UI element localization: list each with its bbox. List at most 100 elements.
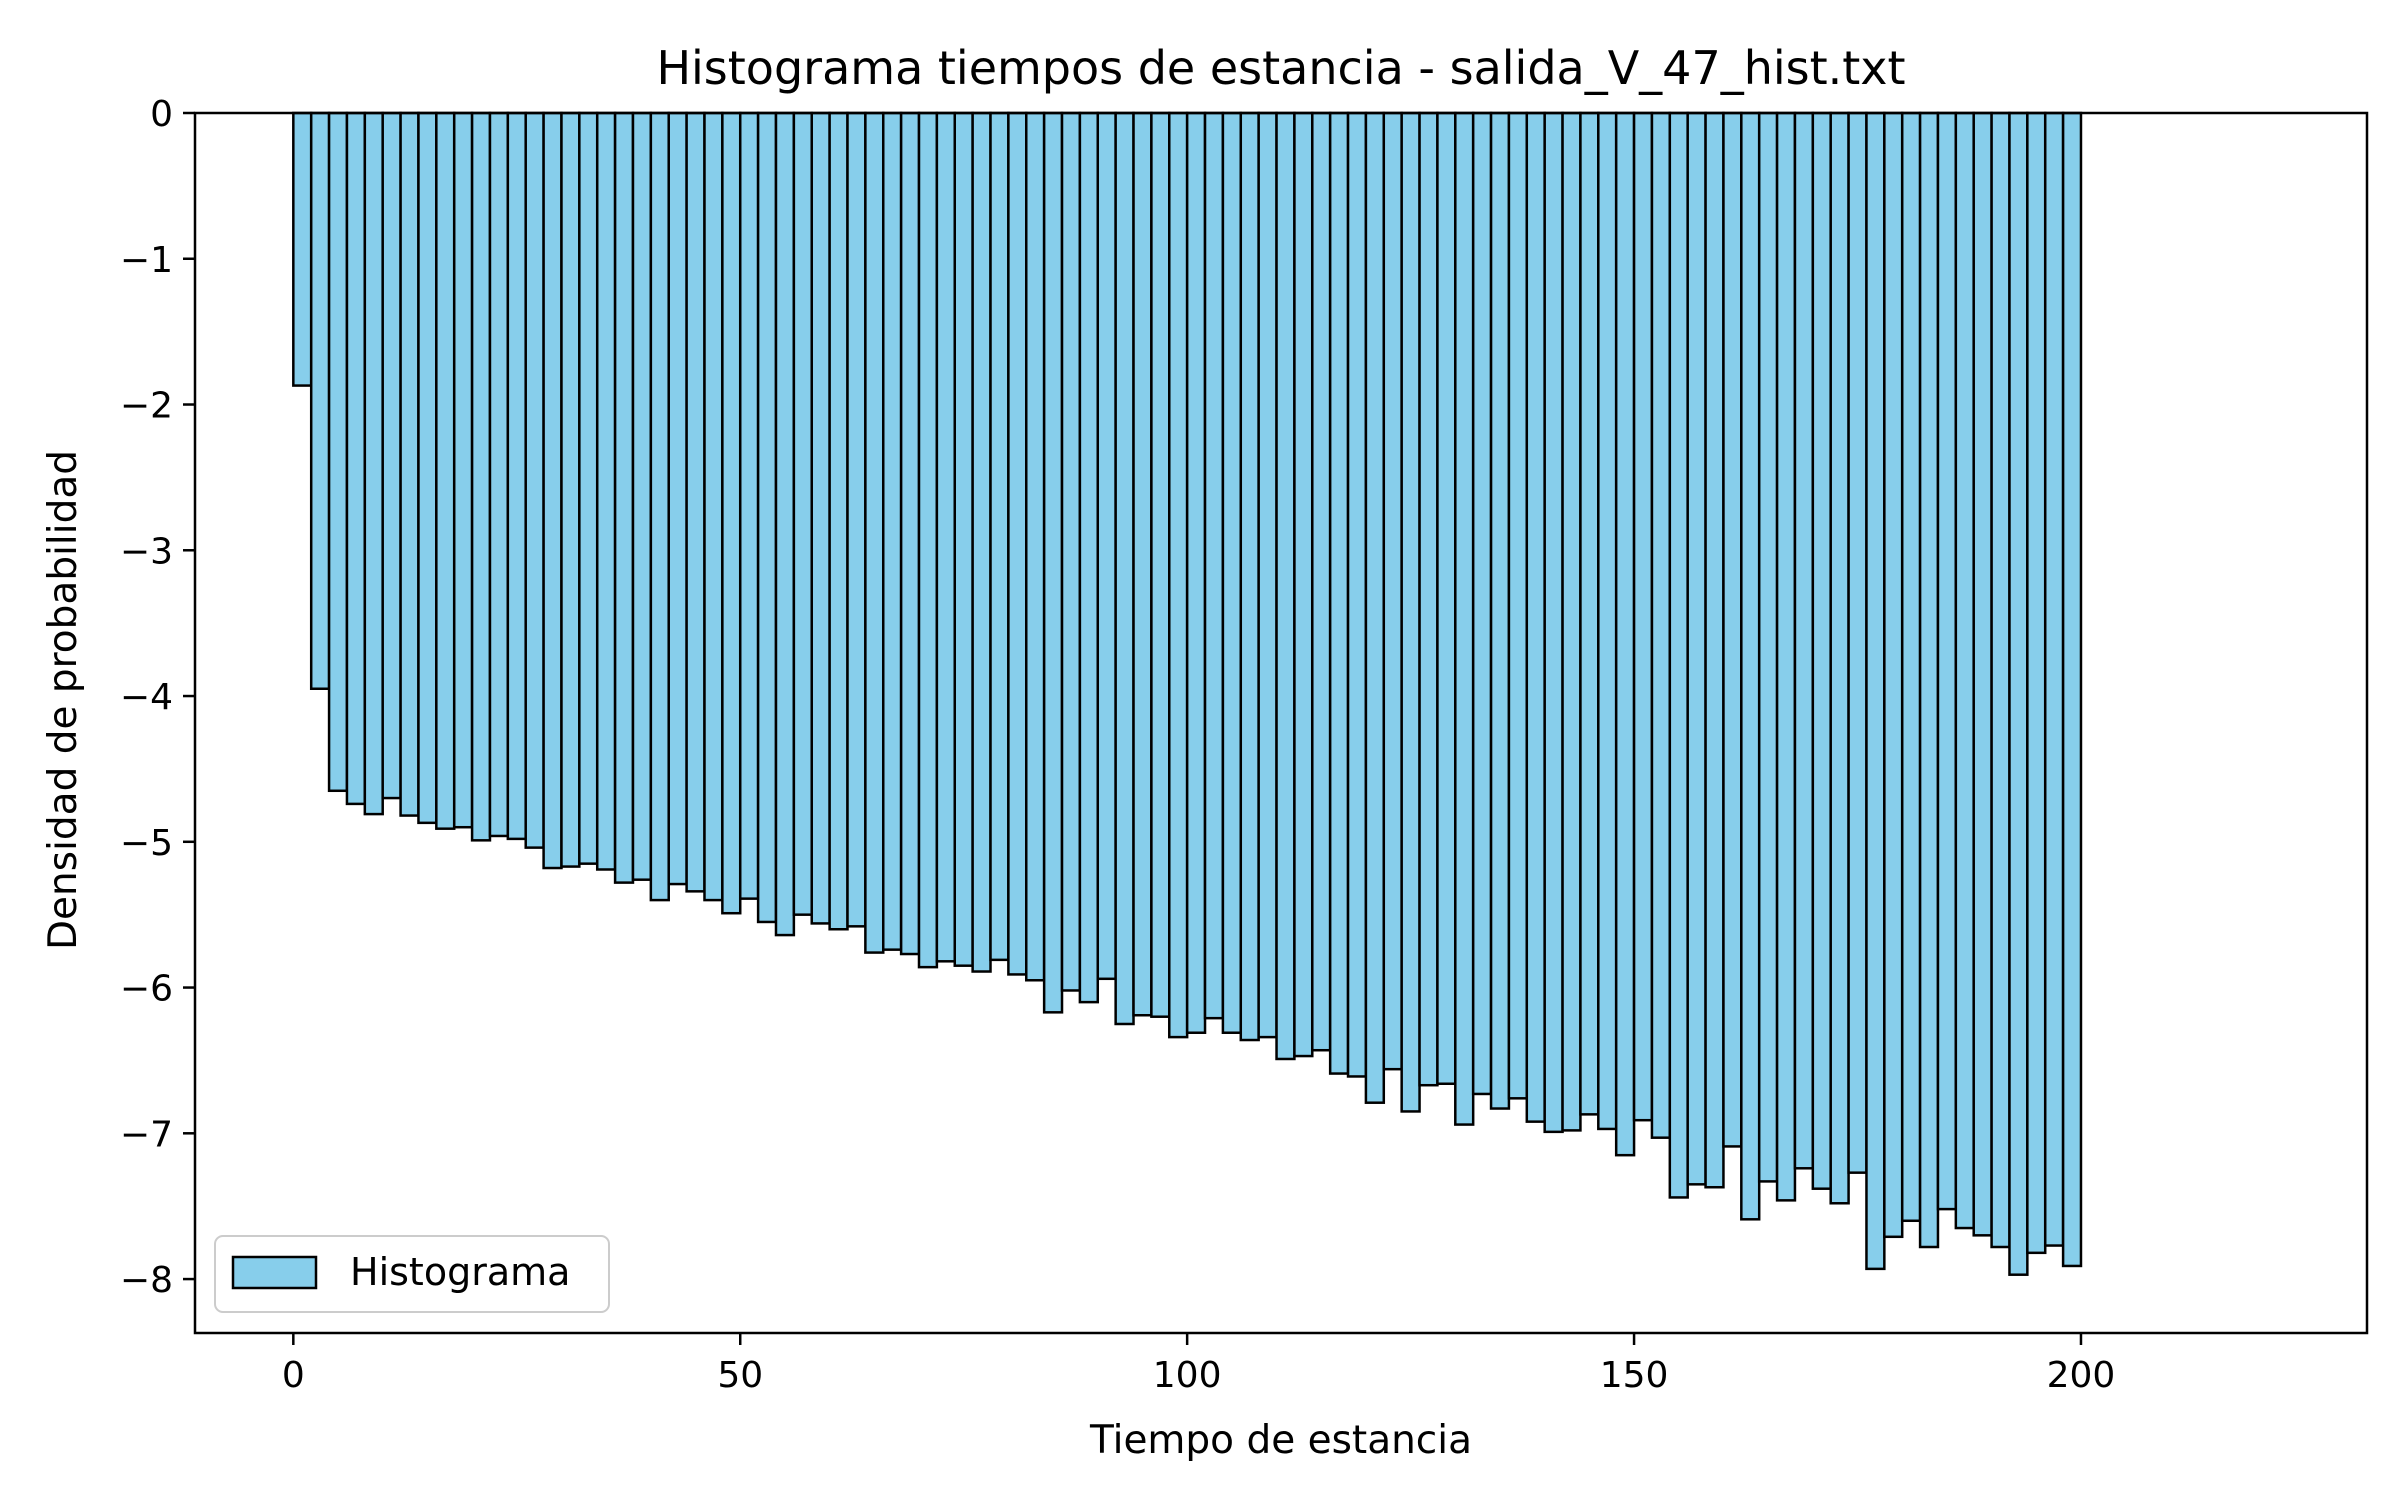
y-tick-label: −7	[120, 1114, 173, 1155]
histogram-bar	[1096, 111, 1117, 981]
histogram-bar	[1954, 111, 1975, 1230]
x-axis-title: Tiempo de estancia	[1089, 1418, 1472, 1463]
histogram-bar	[1847, 111, 1868, 1174]
histogram-bar	[1722, 111, 1743, 1148]
histogram-bar	[1614, 111, 1636, 1157]
histogram-bar	[1543, 111, 1564, 1134]
histogram-bar	[1471, 111, 1493, 1096]
histogram-bar	[738, 111, 760, 900]
legend-box	[214, 1235, 610, 1313]
legend-swatch	[231, 1255, 318, 1290]
histogram-bar	[1990, 111, 2011, 1249]
histogram-bar	[1239, 111, 1260, 1042]
histogram-bar	[1346, 111, 1368, 1078]
histogram-bar	[578, 111, 599, 865]
x-tick-label: 150	[1600, 1355, 1669, 1396]
histogram-bar	[971, 111, 992, 973]
histogram-bar	[1900, 111, 1922, 1223]
histogram-bar	[1775, 111, 1797, 1202]
histogram-bar	[1489, 111, 1511, 1110]
histogram-bar	[1221, 111, 1243, 1034]
histogram-bar	[292, 111, 313, 387]
histogram-bar	[452, 111, 474, 829]
histogram-bar	[1007, 111, 1028, 976]
histogram-bar	[1829, 111, 1850, 1205]
histogram-bar	[1168, 111, 1189, 1039]
histogram-bar	[488, 111, 510, 838]
histogram-bar	[470, 111, 492, 842]
histogram-bar	[1668, 111, 1689, 1199]
histogram-bar	[828, 111, 849, 931]
histogram-bar	[506, 111, 527, 841]
y-tick-label: −5	[120, 823, 173, 864]
histogram-bar	[846, 111, 867, 928]
histogram-bar	[1972, 111, 1993, 1237]
histogram-bar	[1311, 111, 1332, 1052]
histogram-bar	[1579, 111, 1600, 1116]
histogram-bar	[1436, 111, 1457, 1086]
histogram-bar	[435, 111, 456, 830]
histogram-bar	[1418, 111, 1439, 1087]
histogram-bar	[1525, 111, 1546, 1123]
histogram-bar	[1257, 111, 1278, 1039]
y-tick-label: −8	[120, 1260, 173, 1301]
histogram-bar	[1865, 111, 1886, 1271]
histogram-bar	[2061, 111, 2083, 1268]
histogram-bar	[542, 111, 563, 870]
histogram-bar	[1757, 111, 1779, 1183]
y-tick-label: −4	[120, 677, 173, 718]
histogram-bar	[613, 111, 635, 884]
histogram-bar	[1203, 111, 1225, 1020]
histogram-bar	[1114, 111, 1135, 1026]
histogram-bar	[345, 111, 367, 806]
histogram-bar	[560, 111, 581, 868]
y-tick-label: 0	[150, 94, 173, 135]
histogram-bar	[774, 111, 796, 937]
x-tick-label: 50	[717, 1355, 763, 1396]
histogram-bar	[1918, 111, 1940, 1249]
histogram-bar	[381, 111, 402, 800]
x-tick-label: 0	[282, 1355, 305, 1396]
histogram-bar	[703, 111, 724, 902]
histogram-bar	[953, 111, 974, 967]
histogram-bar	[1561, 111, 1582, 1132]
legend: Histograma	[214, 1235, 610, 1313]
histogram-bar	[1328, 111, 1350, 1075]
histogram-bar	[1275, 111, 1296, 1061]
histogram-bar	[899, 111, 921, 956]
y-axis-title: Densidad de probabilidad	[41, 450, 86, 950]
histogram-bar	[792, 111, 813, 916]
histogram-bar	[1811, 111, 1832, 1190]
x-axis-ticks: 0 50 100 150 200	[282, 1333, 2115, 1396]
legend-label: Histograma	[350, 1250, 570, 1294]
histogram-bar	[1185, 111, 1207, 1034]
histogram-bar	[1650, 111, 1672, 1139]
histogram-bar	[685, 111, 706, 893]
histogram-bar	[1400, 111, 1421, 1113]
histogram-bar	[1686, 111, 1707, 1186]
histogram-bar	[1364, 111, 1386, 1104]
y-axis-ticks: 0 −1 −2 −3 −4 −5 −6 −7 −8	[120, 94, 195, 1301]
y-tick-label: −1	[120, 240, 173, 281]
histogram-bar	[631, 111, 653, 881]
histogram-bar	[935, 111, 957, 963]
histogram-bar	[1883, 111, 1904, 1239]
histogram-bar	[1025, 111, 1046, 982]
histogram-bar	[327, 111, 349, 793]
chart-title: Histograma tiempos de estancia - salida_…	[656, 41, 1905, 95]
histogram-bar	[1078, 111, 1100, 1004]
histogram-bar	[1793, 111, 1815, 1170]
y-tick-label: −2	[120, 386, 173, 427]
histogram-bar	[1293, 111, 1314, 1058]
histogram-bar	[810, 111, 831, 925]
histogram-bar	[1132, 111, 1153, 1017]
histogram-bar	[721, 111, 742, 915]
histogram-bar	[864, 111, 885, 954]
histogram-bar	[649, 111, 670, 902]
histogram-bar	[2026, 111, 2047, 1255]
y-tick-label: −6	[120, 969, 173, 1010]
histogram-bar	[1507, 111, 1529, 1100]
histogram-bar	[2043, 111, 2065, 1247]
histogram-bar	[595, 111, 617, 871]
